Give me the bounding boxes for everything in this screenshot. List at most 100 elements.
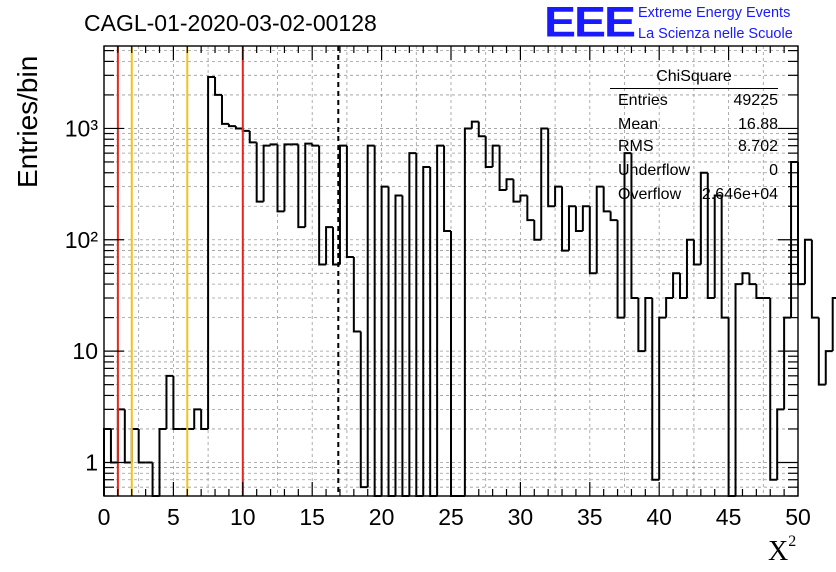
stat-value: 16.88 xyxy=(737,116,778,133)
y-tick-label: 10² xyxy=(65,227,99,253)
histogram-bin xyxy=(644,297,653,352)
stat-row-overflow: Overflow 2.646e+04 xyxy=(618,186,778,208)
histogram-bin xyxy=(797,161,805,286)
histogram-bin xyxy=(498,145,507,191)
histogram-bin xyxy=(706,172,715,300)
histogram-bin xyxy=(207,75,216,429)
histogram-bin xyxy=(699,171,708,265)
histogram-bin xyxy=(345,145,354,259)
histogram-bin xyxy=(561,186,569,252)
histogram-bin xyxy=(588,206,597,275)
histogram-bin xyxy=(109,428,118,464)
tick-labels: 0 5 10 15 20 25 30 35 40 45 50 1 10 10² 10³ xyxy=(65,115,811,530)
histogram-bin xyxy=(526,195,535,222)
histogram-bin xyxy=(554,185,563,207)
histogram-bin xyxy=(443,145,451,232)
histogram-bin xyxy=(338,144,347,265)
histogram-bin xyxy=(533,220,542,241)
histogram-bin xyxy=(567,205,576,251)
x-tick-label: 10 xyxy=(230,504,256,530)
stat-key: Entries xyxy=(618,92,668,109)
stat-row-mean: Mean 16.88 xyxy=(618,116,778,138)
x-axis-label-superscript: 2 xyxy=(788,532,797,550)
logo-line-1: Extreme Energy Events xyxy=(638,5,791,21)
histogram-bin xyxy=(776,408,785,480)
histogram-bin xyxy=(220,94,229,125)
grid-lines xyxy=(104,46,798,497)
histogram-bin xyxy=(262,144,271,202)
stat-value: 0 xyxy=(769,162,778,179)
histogram-bin xyxy=(234,126,243,130)
histogram-bin xyxy=(255,142,264,203)
histogram-bin xyxy=(470,120,479,129)
histogram-bin xyxy=(547,128,556,208)
histogram-bin xyxy=(311,143,320,147)
stat-key: Mean xyxy=(618,116,659,133)
histogram-bin xyxy=(380,185,389,496)
eee-logo: EEE xyxy=(544,0,636,46)
histogram-bin xyxy=(366,144,375,488)
x-tick-label: 50 xyxy=(785,504,811,530)
marker-lines xyxy=(116,46,340,496)
histogram-bin xyxy=(304,142,313,228)
histogram-bin xyxy=(519,194,528,202)
histogram-bin xyxy=(269,143,278,146)
histogram-bin xyxy=(817,317,826,386)
histogram-bin xyxy=(803,238,812,285)
histogram-bin xyxy=(623,152,632,318)
histogram-bin xyxy=(318,145,327,266)
histogram-bin xyxy=(609,211,618,222)
histogram-bin xyxy=(540,127,549,240)
histogram-bin xyxy=(713,194,722,299)
histogram-bin xyxy=(512,179,521,203)
histogram-bin xyxy=(769,298,778,481)
x-tick-label: 20 xyxy=(369,504,395,530)
stat-row-underflow: Underflow 0 xyxy=(618,162,778,184)
x-tick-label: 25 xyxy=(438,504,464,530)
y-tick-label: 10 xyxy=(72,338,98,364)
histogram-bin xyxy=(359,331,368,489)
logo-line-2: La Scienza nelle Scuole xyxy=(638,26,793,42)
histogram-bin xyxy=(436,144,445,496)
histogram-bin xyxy=(505,178,514,190)
histogram-bin xyxy=(477,121,486,138)
axis-ticks xyxy=(103,46,799,497)
histogram-bin xyxy=(630,153,639,300)
y-tick-label: 10³ xyxy=(65,115,99,141)
stat-key: RMS xyxy=(618,138,654,155)
histogram-bin xyxy=(422,166,431,496)
histogram-bin xyxy=(616,220,625,319)
histogram-bin xyxy=(755,284,764,300)
histogram-bin xyxy=(373,145,382,497)
histogram-bin xyxy=(637,298,646,353)
histogram-bin xyxy=(116,408,125,463)
stat-value: 2.646e+04 xyxy=(701,186,778,203)
stat-row-entries: Entries 49225 xyxy=(618,92,778,114)
histogram-bin xyxy=(692,239,701,266)
histogram-bin xyxy=(172,375,181,430)
stat-value: 8.702 xyxy=(737,138,778,155)
run-title: CAGL-01-2020-03-02-00128 xyxy=(84,10,377,36)
histogram-bin xyxy=(484,136,493,169)
x-axis-label: X2 xyxy=(768,532,797,568)
histogram-bin xyxy=(651,298,660,481)
histogram-bin xyxy=(325,226,334,265)
histogram-bin xyxy=(200,409,209,430)
stats-title-rule xyxy=(610,88,778,89)
histogram-bin xyxy=(727,317,736,497)
histogram-bin xyxy=(123,409,132,464)
histogram-bin xyxy=(158,427,167,496)
histogram-bin xyxy=(824,350,833,385)
x-tick-label: 40 xyxy=(646,504,672,530)
stats-box: ChiSquare Entries 49225 Mean 16.88 RMS 8… xyxy=(610,66,778,226)
histogram-bin xyxy=(734,283,743,496)
histogram-bin xyxy=(602,186,611,213)
stat-row-rms: RMS 8.702 xyxy=(618,138,778,160)
histogram-bin xyxy=(394,194,403,496)
histogram-bin xyxy=(401,195,410,497)
stat-key: Underflow xyxy=(618,162,691,179)
x-tick-label: 35 xyxy=(577,504,603,530)
histogram-bin xyxy=(810,239,819,319)
histogram-bin xyxy=(595,185,604,274)
